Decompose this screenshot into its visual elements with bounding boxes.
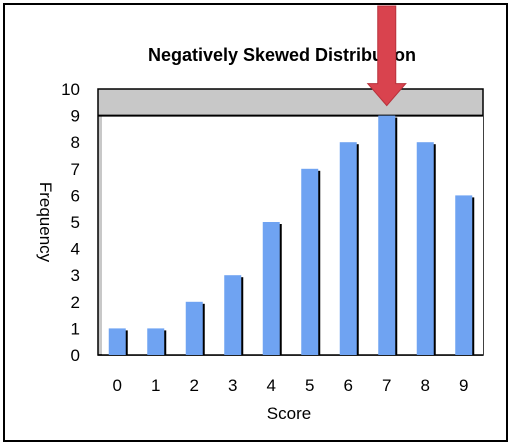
bar-shadow	[317, 170, 321, 355]
bar	[301, 168, 319, 355]
bar	[185, 301, 203, 355]
x-tick-label: 6	[344, 376, 353, 395]
x-tick-label: 7	[382, 376, 391, 395]
bar-shadow	[432, 144, 436, 355]
bar-shadow	[240, 277, 244, 355]
y-tick-label: 1	[71, 319, 80, 338]
x-axis-label: Score	[267, 404, 311, 423]
y-axis-ticks: 0 1 2 3 4 5 6 7 8 9 10	[61, 80, 80, 365]
y-tick-label: 9	[71, 107, 80, 126]
y-tick-label: 4	[71, 240, 80, 259]
x-axis-ticks: 0 1 2 3 4 5 6 7 8 9	[113, 376, 469, 395]
arrow-icon	[366, 5, 407, 107]
x-tick-label: 9	[459, 376, 468, 395]
x-tick-label: 1	[151, 376, 160, 395]
y-tick-label: 6	[71, 186, 80, 205]
bar-shadow	[355, 144, 359, 355]
chart-title: Negatively Skewed Distribution	[148, 45, 416, 65]
x-tick-label: 2	[190, 376, 199, 395]
y-tick-label: 10	[61, 80, 80, 99]
bar	[147, 328, 165, 355]
bar	[262, 222, 280, 355]
bar	[224, 275, 242, 355]
bar	[378, 115, 396, 355]
y-tick-label: 7	[71, 160, 80, 179]
bar-shadow	[124, 330, 128, 355]
bar	[416, 142, 434, 355]
bar-shadow	[278, 224, 282, 355]
peak-arrow	[366, 5, 407, 107]
x-tick-label: 0	[113, 376, 122, 395]
x-tick-label: 8	[421, 376, 430, 395]
bar-series	[108, 115, 475, 355]
bar-shadow	[163, 330, 167, 355]
bar-shadow	[471, 197, 475, 355]
y-axis-label: Frequency	[36, 182, 55, 263]
bar	[108, 328, 126, 355]
bar-shadow	[394, 117, 398, 355]
bar	[455, 195, 473, 355]
bar	[339, 142, 357, 355]
x-tick-label: 3	[228, 376, 237, 395]
x-tick-label: 4	[267, 376, 276, 395]
y-tick-label: 8	[71, 133, 80, 152]
x-tick-label: 5	[305, 376, 314, 395]
y-tick-label: 5	[71, 213, 80, 232]
y-tick-label: 0	[71, 346, 80, 365]
y-tick-label: 2	[71, 293, 80, 312]
bar-shadow	[201, 303, 205, 355]
y-tick-label: 3	[71, 266, 80, 285]
